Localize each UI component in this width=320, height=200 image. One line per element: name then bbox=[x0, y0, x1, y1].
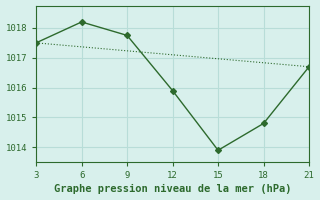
X-axis label: Graphe pression niveau de la mer (hPa): Graphe pression niveau de la mer (hPa) bbox=[54, 184, 291, 194]
